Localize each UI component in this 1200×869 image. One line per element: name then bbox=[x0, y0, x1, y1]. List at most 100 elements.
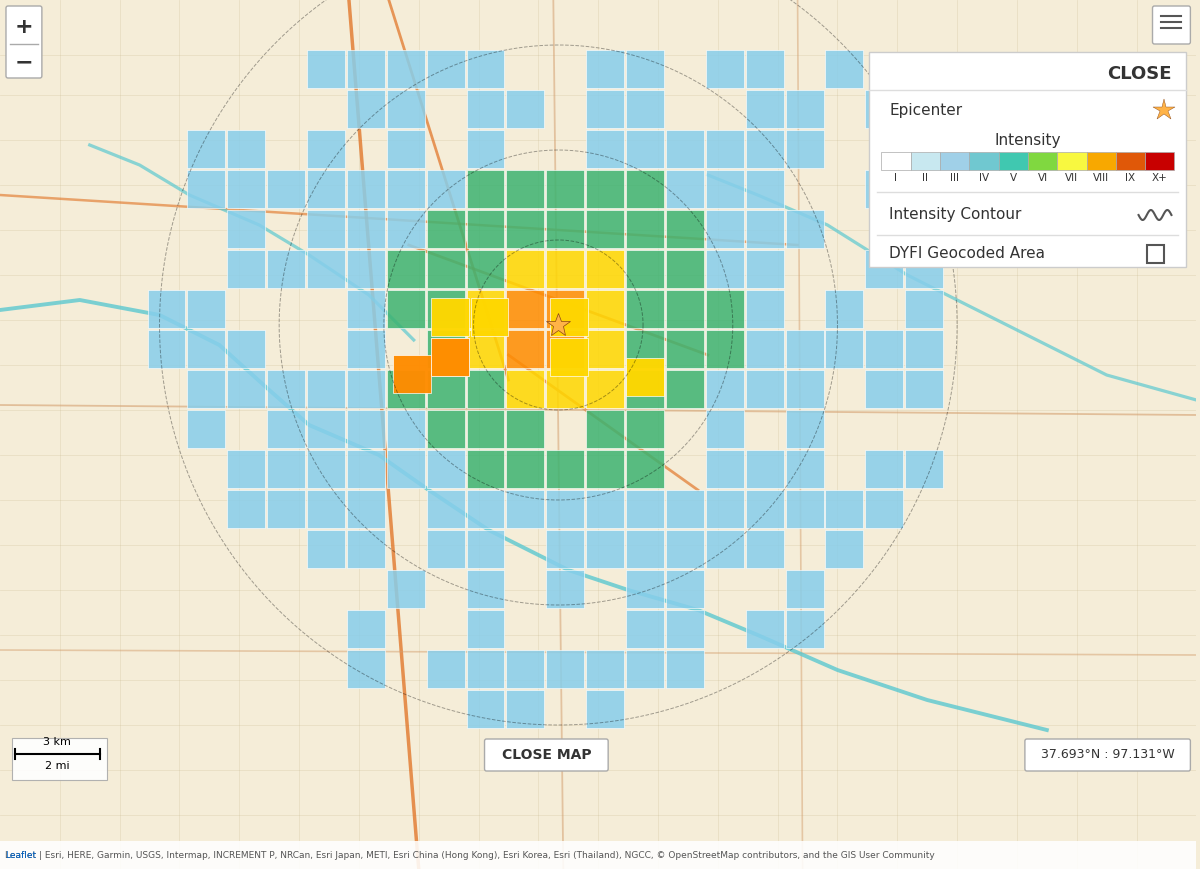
Bar bbox=[745, 370, 784, 408]
Bar bbox=[307, 530, 344, 568]
Bar bbox=[745, 290, 784, 328]
Bar bbox=[467, 370, 504, 408]
Text: VIII: VIII bbox=[1093, 173, 1109, 183]
Bar bbox=[187, 170, 226, 208]
Bar bbox=[386, 370, 425, 408]
Bar bbox=[666, 330, 704, 368]
Bar bbox=[626, 570, 664, 608]
Bar bbox=[940, 152, 970, 170]
Bar bbox=[431, 338, 468, 376]
Bar bbox=[626, 490, 664, 528]
Text: IX: IX bbox=[1126, 173, 1135, 183]
Text: 3 km: 3 km bbox=[43, 737, 71, 747]
Bar bbox=[227, 450, 265, 488]
Bar bbox=[666, 370, 704, 408]
Bar bbox=[227, 370, 265, 408]
Bar bbox=[587, 50, 624, 88]
Bar bbox=[386, 50, 425, 88]
Bar bbox=[187, 290, 226, 328]
Bar bbox=[905, 210, 943, 248]
Text: +: + bbox=[14, 17, 34, 37]
Bar bbox=[881, 152, 911, 170]
Bar bbox=[1145, 152, 1175, 170]
Bar bbox=[626, 610, 664, 648]
Bar bbox=[786, 210, 823, 248]
Text: Epicenter: Epicenter bbox=[889, 103, 962, 117]
Bar bbox=[506, 290, 545, 328]
Bar bbox=[546, 330, 584, 368]
Bar bbox=[1146, 245, 1164, 263]
Bar bbox=[587, 410, 624, 448]
Bar bbox=[626, 330, 664, 368]
Bar bbox=[268, 410, 305, 448]
Bar bbox=[706, 410, 744, 448]
Text: III: III bbox=[950, 173, 959, 183]
Text: CLOSE MAP: CLOSE MAP bbox=[502, 748, 592, 762]
Bar bbox=[467, 170, 504, 208]
Bar bbox=[347, 50, 385, 88]
Bar bbox=[347, 650, 385, 688]
Bar bbox=[307, 410, 344, 448]
Bar bbox=[546, 570, 584, 608]
Bar bbox=[347, 170, 385, 208]
Bar bbox=[666, 290, 704, 328]
Bar bbox=[626, 290, 664, 328]
Bar bbox=[427, 450, 464, 488]
Bar bbox=[467, 50, 504, 88]
Bar bbox=[470, 298, 509, 336]
Bar bbox=[467, 210, 504, 248]
Bar bbox=[268, 170, 305, 208]
Bar bbox=[786, 490, 823, 528]
Bar bbox=[386, 290, 425, 328]
Bar bbox=[148, 330, 186, 368]
Bar bbox=[347, 610, 385, 648]
Bar bbox=[386, 570, 425, 608]
Bar bbox=[905, 330, 943, 368]
Bar bbox=[227, 130, 265, 168]
Bar bbox=[427, 410, 464, 448]
Bar bbox=[666, 570, 704, 608]
Bar bbox=[826, 330, 863, 368]
Bar bbox=[187, 130, 226, 168]
Bar bbox=[467, 650, 504, 688]
Bar bbox=[467, 90, 504, 128]
Bar bbox=[587, 370, 624, 408]
Text: 37.693°N : 97.131°W: 37.693°N : 97.131°W bbox=[1040, 748, 1175, 761]
Bar bbox=[706, 370, 744, 408]
Bar bbox=[546, 530, 584, 568]
Bar bbox=[227, 170, 265, 208]
Bar bbox=[587, 90, 624, 128]
Bar bbox=[626, 650, 664, 688]
Text: DYFI Geocoded Area: DYFI Geocoded Area bbox=[889, 247, 1045, 262]
Bar bbox=[745, 130, 784, 168]
Bar bbox=[626, 50, 664, 88]
Bar bbox=[626, 250, 664, 288]
Bar bbox=[786, 130, 823, 168]
FancyBboxPatch shape bbox=[485, 739, 608, 771]
Bar bbox=[745, 450, 784, 488]
Bar bbox=[227, 250, 265, 288]
Bar bbox=[826, 530, 863, 568]
Bar bbox=[706, 50, 744, 88]
Bar bbox=[386, 450, 425, 488]
Bar bbox=[187, 330, 226, 368]
Bar bbox=[347, 490, 385, 528]
Bar bbox=[347, 330, 385, 368]
Bar bbox=[148, 290, 186, 328]
Bar bbox=[587, 170, 624, 208]
Bar bbox=[347, 250, 385, 288]
Bar bbox=[546, 290, 584, 328]
Bar bbox=[347, 450, 385, 488]
Bar bbox=[865, 330, 904, 368]
Bar bbox=[227, 210, 265, 248]
Bar bbox=[467, 690, 504, 728]
Bar bbox=[706, 490, 744, 528]
Bar bbox=[587, 250, 624, 288]
Bar bbox=[268, 370, 305, 408]
Bar bbox=[427, 330, 464, 368]
Bar bbox=[587, 450, 624, 488]
Bar bbox=[786, 570, 823, 608]
Bar bbox=[626, 450, 664, 488]
Bar bbox=[386, 210, 425, 248]
Bar bbox=[506, 330, 545, 368]
